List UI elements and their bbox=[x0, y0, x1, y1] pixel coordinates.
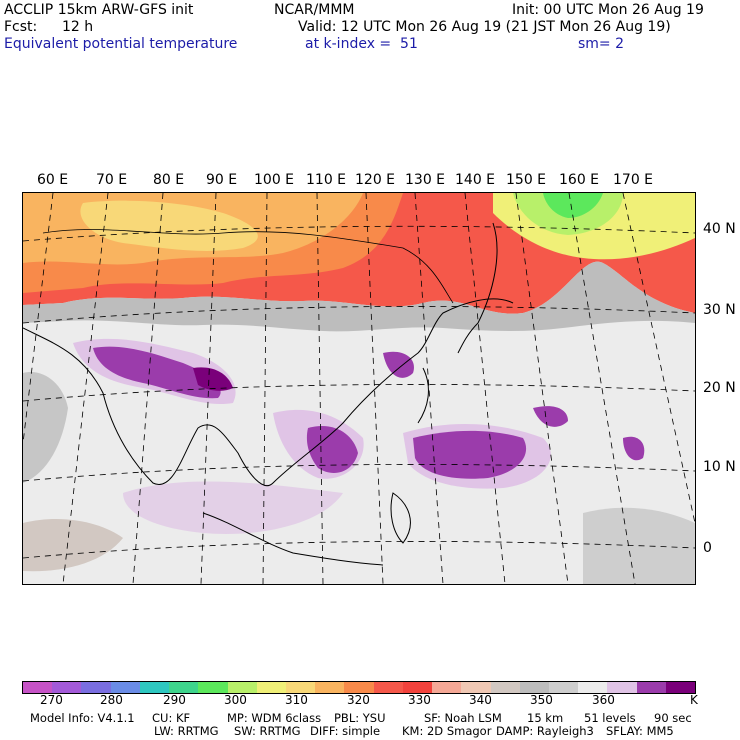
smoothing-label: sm= 2 bbox=[578, 36, 625, 52]
colorbar-tick: 330 bbox=[408, 693, 431, 707]
lon-label: 110 E bbox=[306, 172, 347, 188]
sf-info: SF: Noah LSM bbox=[424, 711, 502, 725]
lon-label: 160 E bbox=[559, 172, 600, 188]
colorbar-swatch bbox=[665, 682, 696, 693]
colorbar-swatch bbox=[402, 682, 433, 693]
sflay-info: SFLAY: MM5 bbox=[606, 724, 674, 738]
level-index: at k-index = 51 bbox=[305, 36, 418, 52]
model-title: ACCLIP 15km ARW-GFS init bbox=[4, 2, 194, 18]
lw-info: LW: RRTMG bbox=[154, 724, 219, 738]
lon-label: 70 E bbox=[96, 172, 128, 188]
colorbar-swatch bbox=[461, 682, 491, 693]
colorbar-swatch bbox=[23, 682, 53, 693]
model-info: Model Info: V4.1.1 bbox=[30, 711, 135, 725]
pbl-info: PBL: YSU bbox=[334, 711, 386, 725]
colorbar-swatch bbox=[227, 682, 257, 693]
colorbar-swatch bbox=[256, 682, 286, 693]
lon-label: 130 E bbox=[405, 172, 446, 188]
colorbar-unit: K bbox=[690, 693, 698, 707]
color-scale-bar bbox=[22, 681, 696, 694]
colorbar-swatch bbox=[373, 682, 403, 693]
timestep-info: 90 sec bbox=[654, 711, 692, 725]
colorbar-swatch bbox=[139, 682, 170, 693]
colorbar-swatch bbox=[81, 682, 111, 693]
colorbar-swatch bbox=[636, 682, 666, 693]
lat-label: 0 bbox=[703, 540, 712, 556]
forecast-label: Fcst: bbox=[4, 19, 38, 35]
field-name: Equivalent potential temperature bbox=[4, 36, 238, 52]
km-info: KM: 2D Smagor bbox=[402, 724, 492, 738]
colorbar-tick: 290 bbox=[163, 693, 186, 707]
valid-time: Valid: 12 UTC Mon 26 Aug 19 (21 JST Mon … bbox=[298, 19, 671, 35]
colorbar-swatch bbox=[315, 682, 345, 693]
lat-label: 30 N bbox=[703, 302, 736, 318]
colorbar-tick: 310 bbox=[285, 693, 308, 707]
mp-info: MP: WDM 6class bbox=[227, 711, 322, 725]
colorbar-tick: 320 bbox=[347, 693, 370, 707]
lon-label: 140 E bbox=[455, 172, 496, 188]
colorbar-swatch bbox=[52, 682, 82, 693]
cu-info: CU: KF bbox=[152, 711, 191, 725]
init-time: Init: 00 UTC Mon 26 Aug 19 bbox=[512, 2, 704, 18]
theta-e-map bbox=[22, 192, 696, 585]
colorbar-swatch bbox=[578, 682, 608, 693]
colorbar-swatch bbox=[519, 682, 549, 693]
colorbar-swatch bbox=[432, 682, 462, 693]
lat-label: 40 N bbox=[703, 221, 736, 237]
colorbar-tick: 360 bbox=[592, 693, 615, 707]
lon-label: 150 E bbox=[506, 172, 547, 188]
colorbar-swatch bbox=[344, 682, 374, 693]
sw-info: SW: RRTMG bbox=[234, 724, 301, 738]
lat-label: 10 N bbox=[703, 459, 736, 475]
diff-info: DIFF: simple bbox=[310, 724, 381, 738]
colorbar-tick: 280 bbox=[100, 693, 123, 707]
lon-label: 90 E bbox=[206, 172, 238, 188]
damp-info: DAMP: Rayleigh3 bbox=[496, 724, 594, 738]
lon-label: 100 E bbox=[254, 172, 295, 188]
colorbar-tick: 340 bbox=[469, 693, 492, 707]
colorbar-swatch bbox=[169, 682, 199, 693]
colorbar-swatch bbox=[548, 682, 579, 693]
lon-label: 120 E bbox=[355, 172, 396, 188]
colorbar-swatch bbox=[198, 682, 228, 693]
levels-info: 51 levels bbox=[584, 711, 636, 725]
forecast-value: 12 h bbox=[62, 19, 94, 35]
lon-label: 80 E bbox=[153, 172, 185, 188]
colorbar-swatch bbox=[285, 682, 316, 693]
colorbar-tick: 300 bbox=[224, 693, 247, 707]
colorbar-swatch bbox=[607, 682, 637, 693]
center-label: NCAR/MMM bbox=[274, 2, 355, 18]
map-graphic bbox=[23, 193, 695, 584]
resolution-info: 15 km bbox=[527, 711, 564, 725]
colorbar-tick: 270 bbox=[40, 693, 63, 707]
colorbar-tick: 350 bbox=[530, 693, 553, 707]
colorbar-swatch bbox=[110, 682, 140, 693]
lat-label: 20 N bbox=[703, 380, 736, 396]
lon-label: 60 E bbox=[37, 172, 69, 188]
colorbar-swatch bbox=[490, 682, 520, 693]
lon-label: 170 E bbox=[613, 172, 654, 188]
